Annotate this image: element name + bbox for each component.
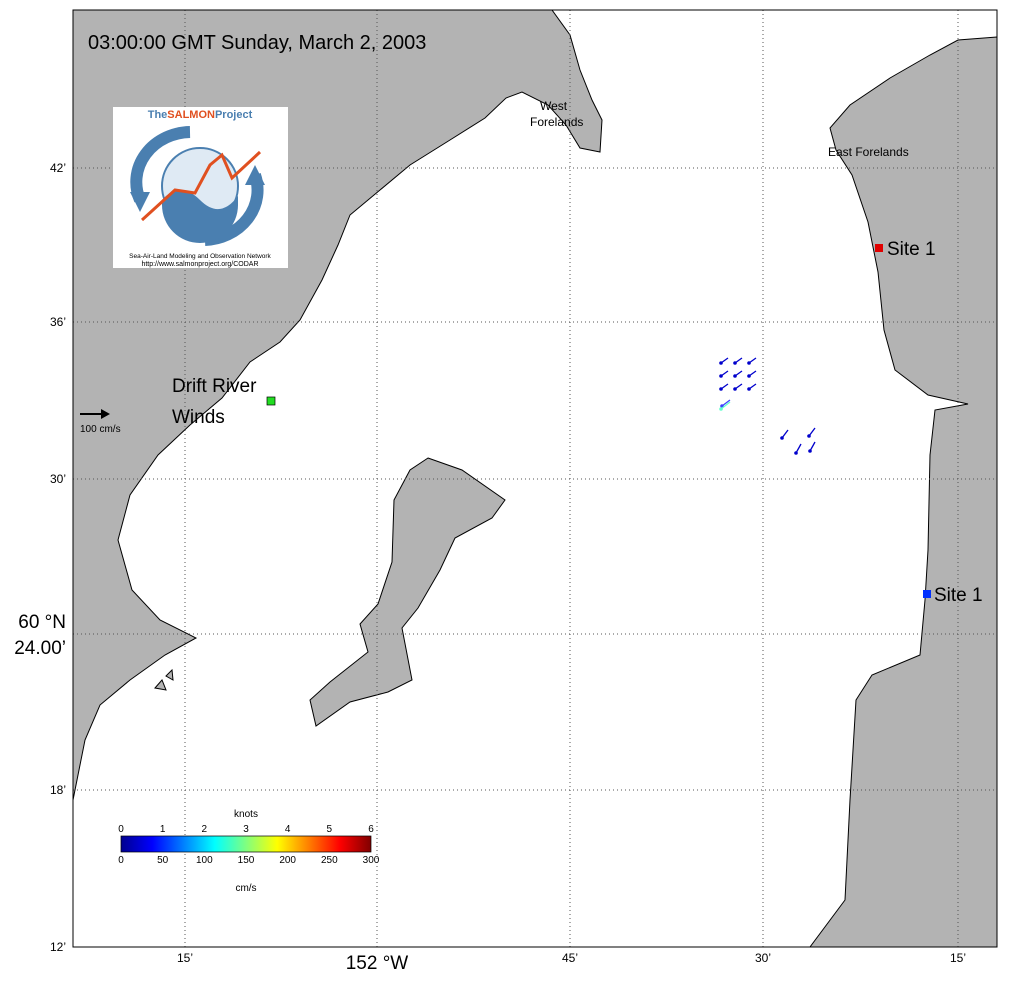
place-label: East Forelands (828, 145, 909, 159)
x-label: 152 °W (346, 953, 409, 974)
place-label: Forelands (530, 115, 583, 129)
site-marker (875, 244, 883, 252)
colorbar-tick-label: 200 (279, 855, 296, 866)
colorbar-tick-label: 150 (238, 855, 255, 866)
y-label: 60 °N (18, 612, 66, 633)
vector (720, 401, 731, 410)
logo: TheSALMONProject Sea-Air-Land Modeling a… (113, 107, 288, 268)
logo-arrow-head (130, 192, 150, 212)
colorbar-tick-label: 1 (160, 824, 166, 835)
logo-subtitle: Sea-Air-Land Modeling and Observation Ne… (129, 253, 271, 260)
logo-url: http://www.salmonproject.org/CODAR (141, 261, 258, 268)
logo-wave (162, 190, 238, 243)
colorbar-tick-label: 250 (321, 855, 338, 866)
y-label: 18’ (50, 783, 66, 797)
y-label: 36’ (50, 315, 66, 329)
y-label: 12’ (50, 940, 66, 954)
colorbar-tick-label: 100 (196, 855, 213, 866)
colorbar-tick-label: 2 (202, 824, 208, 835)
logo-name: TheSALMONProject (148, 109, 253, 121)
logo-name-part: SALMON (167, 109, 215, 121)
vector-head (733, 361, 737, 365)
scale-arrow-head (101, 409, 110, 419)
vector-head (719, 374, 723, 378)
vector-head (719, 361, 723, 365)
vector-head (719, 387, 723, 391)
y-label: 30’ (50, 472, 66, 486)
y-label: 24.00’ (14, 638, 66, 659)
colorbar-tick-label: 5 (327, 824, 333, 835)
islet (154, 679, 167, 691)
vector-head (733, 387, 737, 391)
site-label: Site 1 (887, 239, 936, 260)
colorbar-title: cm/s (235, 883, 256, 894)
site-marker (923, 590, 931, 598)
vector-head (780, 436, 784, 440)
scale-label: 100 cm/s (80, 424, 121, 435)
y-label: 42’ (50, 161, 66, 175)
colorbar-title: knots (234, 809, 258, 820)
colorbar-tick-label: 300 (363, 855, 380, 866)
logo-arrow-head (245, 165, 265, 185)
logo-name-part: The (148, 109, 168, 121)
colorbar-ticks: 0 1 2 3 4 5 6 0 50 100 150 200 250 300 (118, 824, 380, 866)
logo-name-part: Project (215, 109, 253, 121)
grid (73, 10, 997, 947)
x-label: 15’ (177, 951, 193, 965)
islet (165, 668, 174, 681)
title: 03:00:00 GMT Sunday, March 2, 2003 (88, 32, 426, 54)
wind-label: Drift River (172, 376, 257, 397)
x-label: 30’ (755, 951, 771, 965)
x-label: 45’ (562, 951, 578, 965)
vector-head (808, 449, 812, 453)
x-label: 15’ (950, 951, 966, 965)
vector-head (719, 407, 723, 411)
kalgin-island (309, 457, 506, 727)
colorbar-tick-label: 6 (368, 824, 374, 835)
colorbar-tick-label: 0 (118, 855, 124, 866)
vector-head (747, 387, 751, 391)
colorbar-tick-label: 0 (118, 824, 124, 835)
frame (72, 9, 998, 948)
logo-line (140, 150, 262, 222)
wind-label: Winds (172, 407, 225, 428)
colorbar-tick-label: 4 (285, 824, 291, 835)
east-shore (809, 36, 998, 948)
vector-head (807, 434, 811, 438)
vector-head (794, 451, 798, 455)
colorbar-tick-label: 50 (157, 855, 169, 866)
colorbar (120, 835, 372, 853)
vector-head (733, 374, 737, 378)
colorbar-tick-label: 3 (243, 824, 249, 835)
site-label: Site 1 (934, 585, 983, 606)
wind-station (266, 396, 276, 406)
vector-head (747, 361, 751, 365)
logo-arrow (130, 126, 191, 203)
current-vectors (719, 357, 816, 455)
vector-head (747, 374, 751, 378)
place-label: West (540, 99, 568, 113)
